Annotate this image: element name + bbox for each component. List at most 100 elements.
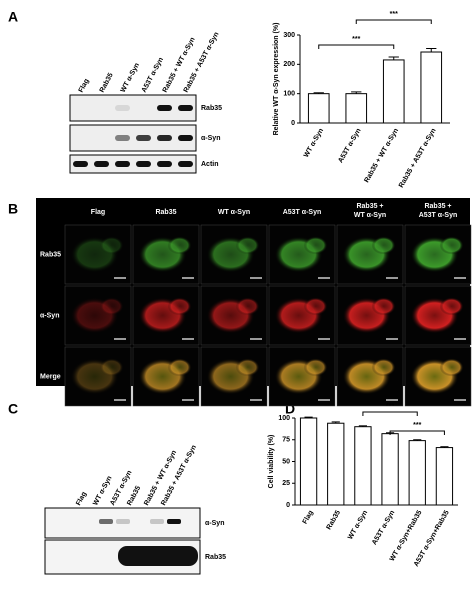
blot-band <box>150 519 164 524</box>
y-axis-label: Relative WT α-Syn expression (%) <box>273 23 280 136</box>
cell <box>303 358 328 377</box>
lane-label: A53T α-Syn <box>141 56 165 93</box>
blot-band <box>157 135 172 141</box>
significance-bracket <box>318 44 395 49</box>
cell <box>99 297 124 316</box>
column-header: Flag <box>91 209 105 216</box>
panel-label: C <box>8 401 18 417</box>
bar <box>381 433 399 506</box>
row-label: Merge <box>40 373 61 380</box>
blot-frame <box>69 94 197 122</box>
y-tick-label: 75 <box>282 437 290 444</box>
cell <box>167 358 192 377</box>
lane-label: Flag <box>75 491 88 507</box>
blot-row-label: α-Syn <box>201 135 220 142</box>
blot-band <box>94 161 109 167</box>
blot-row-label: Rab35 <box>201 105 222 112</box>
lane-label: Flag <box>78 78 91 94</box>
blot-band <box>116 519 130 524</box>
column-header: A53T α-Syn <box>283 209 322 216</box>
panel-label: B <box>8 201 18 217</box>
bar <box>382 59 405 124</box>
x-tick-label: Rab35 + WT α-Syn <box>363 127 400 184</box>
bar <box>408 440 426 506</box>
column-header: WT α-Syn <box>218 209 250 216</box>
cell <box>439 297 464 316</box>
panel-label: D <box>285 401 295 417</box>
significance-bracket <box>362 411 418 416</box>
x-tick-label: A53T α-Syn <box>371 509 396 546</box>
cell <box>303 236 328 255</box>
x-tick-label: WT α-Syn <box>303 127 325 158</box>
cell <box>439 236 464 255</box>
column-header: Rab35 + <box>356 203 383 210</box>
blot-band <box>99 519 113 524</box>
y-tick-label: 300 <box>283 32 295 39</box>
significance-label: *** <box>413 422 421 429</box>
x-tick-label: WT α-Syn <box>347 509 369 540</box>
cell <box>167 236 192 255</box>
y-tick-label: 50 <box>282 458 290 465</box>
column-header: A53T α-Syn <box>419 212 458 219</box>
y-tick-label: 200 <box>283 61 295 68</box>
cell <box>371 236 396 255</box>
y-tick-label: 25 <box>282 480 290 487</box>
significance-bracket <box>389 430 445 435</box>
bar <box>299 417 318 506</box>
blot-band <box>178 105 193 111</box>
cell <box>99 236 124 255</box>
blot-band <box>157 161 172 167</box>
cell <box>371 297 396 316</box>
blot-band <box>73 161 88 167</box>
cell <box>99 358 124 377</box>
blot-band <box>136 135 151 141</box>
x-tick-label: Flag <box>302 509 315 525</box>
cell <box>167 297 192 316</box>
bar <box>345 93 368 124</box>
lane-label: Rab35 <box>126 485 142 507</box>
y-axis-label: Cell viability (%) <box>268 435 275 489</box>
blot-row-label: Actin <box>201 161 219 168</box>
row-label: Rab35 <box>40 251 61 258</box>
y-tick-label: 0 <box>291 120 295 127</box>
blot-row-label: α-Syn <box>205 520 224 527</box>
significance-bracket <box>355 19 432 24</box>
blot-band <box>178 135 193 141</box>
blot-band <box>115 161 130 167</box>
bar <box>354 426 372 506</box>
bar <box>327 422 345 506</box>
column-header: WT α-Syn <box>354 212 386 219</box>
blot-band <box>115 135 130 141</box>
lane-label: WT α-Syn <box>120 62 141 94</box>
column-header: Rab35 <box>155 209 176 216</box>
blot-band <box>167 519 181 524</box>
bar <box>307 93 330 124</box>
cell <box>371 358 396 377</box>
significance-label: *** <box>386 403 394 410</box>
column-header: Rab35 + <box>424 203 451 210</box>
blot-frame <box>69 124 197 152</box>
blot-band <box>157 105 172 111</box>
blot-frame <box>69 154 197 174</box>
significance-label: *** <box>352 36 360 43</box>
blot-band <box>178 161 193 167</box>
y-tick-label: 100 <box>278 415 290 422</box>
panel-label: A <box>8 9 18 25</box>
x-tick-label: Rab35 <box>326 509 343 531</box>
x-tick-label: A53T α-Syn <box>337 127 362 164</box>
blot-row-label: Rab35 <box>205 554 226 561</box>
bar <box>435 447 454 506</box>
cell <box>235 236 260 255</box>
bar <box>420 51 443 124</box>
x-tick-label: Rab35 + A53T α-Syn <box>398 127 438 189</box>
row-label: α-Syn <box>40 312 59 319</box>
cell <box>303 297 328 316</box>
y-tick-label: 100 <box>283 91 295 98</box>
blot-band <box>115 105 130 111</box>
blot-band <box>118 546 198 566</box>
cell <box>439 358 464 377</box>
cell <box>235 297 260 316</box>
lane-label: Rab35 <box>99 72 115 94</box>
y-tick-label: 0 <box>286 502 290 509</box>
